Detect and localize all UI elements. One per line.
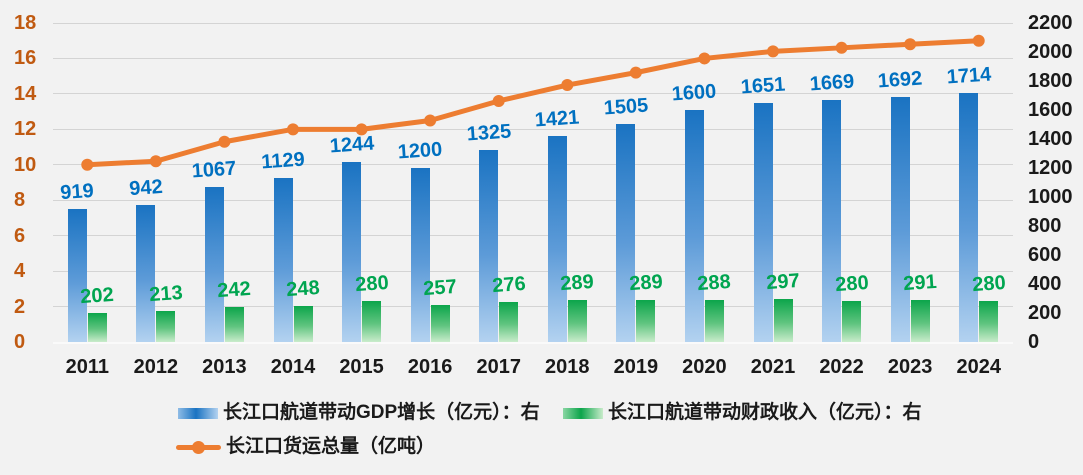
bar-gdp [753, 102, 773, 342]
bar-revenue [773, 298, 793, 342]
x-axis-label: 2020 [682, 356, 727, 378]
line-marker-icon [424, 114, 437, 127]
bar-revenue [704, 300, 724, 342]
right-axis-tick: 0 [1028, 331, 1040, 353]
bar-gdp [684, 110, 704, 342]
x-axis-label: 2013 [202, 356, 247, 378]
bar-revenue [430, 304, 450, 342]
gridline [53, 341, 1013, 344]
x-axis-label: 2023 [887, 356, 933, 378]
x-axis-label: 2015 [339, 356, 384, 378]
right-axis-tick: 200 [1028, 302, 1062, 324]
left-axis-tick: 0 [14, 331, 26, 353]
gridline [53, 22, 1013, 24]
legend-swatch-gdp [178, 407, 218, 419]
x-axis-label: 2018 [545, 356, 590, 378]
bar-revenue [87, 312, 107, 342]
bar-gdp [890, 96, 910, 342]
bar-revenue [979, 301, 999, 342]
bar-revenue [224, 306, 244, 342]
gridline [53, 199, 1013, 201]
left-axis-tick: 14 [14, 82, 37, 105]
bar-gdp [616, 123, 636, 342]
bar-revenue [910, 299, 930, 342]
right-axis-tick: 2000 [1028, 41, 1073, 63]
bar-revenue [567, 300, 587, 342]
bar-revenue [156, 311, 176, 342]
legend-label-revenue: 长江口航道带动财政收入（亿元）：右 [608, 402, 922, 423]
bar-gdp [342, 161, 362, 342]
right-axis-tick: 1800 [1028, 70, 1073, 92]
line-marker-icon [218, 135, 231, 148]
line-marker-icon [149, 155, 162, 168]
freight-trend-line [84, 38, 982, 168]
right-axis-tick: 800 [1028, 215, 1062, 237]
bar-revenue [362, 301, 382, 342]
right-axis-tick: 1400 [1028, 128, 1073, 150]
line-marker-icon [629, 66, 642, 79]
right-axis-tick: 1600 [1028, 99, 1073, 121]
line-marker-icon [835, 41, 848, 54]
gridline [53, 306, 1013, 308]
bar-gdp [410, 168, 430, 342]
line-marker-icon [561, 79, 574, 92]
x-axis-label: 2011 [65, 356, 109, 378]
left-axis-tick: 10 [14, 153, 37, 176]
bar-gdp [959, 93, 979, 342]
legend-swatch-freight-line [176, 440, 221, 454]
x-axis-label: 2017 [476, 356, 521, 378]
bar-gdp [273, 178, 293, 342]
right-axis-tick: 1200 [1028, 157, 1073, 179]
x-axis-label: 2019 [613, 356, 659, 378]
bar-gdp [547, 135, 567, 342]
line-marker-icon [492, 94, 505, 107]
gridline [53, 57, 1013, 59]
left-axis-tick: 2 [14, 295, 26, 318]
gridline [53, 93, 1013, 95]
bar-revenue [293, 306, 313, 342]
x-axis-label: 2022 [819, 356, 864, 378]
bar-revenue [499, 301, 519, 342]
x-axis-label: 2024 [956, 356, 1001, 378]
line-marker-icon [904, 38, 917, 51]
legend-item-revenue: 长江口航道带动财政收入（亿元）：右 [563, 402, 922, 424]
x-axis-label: 2021 [750, 356, 796, 378]
bar-gdp [67, 208, 87, 342]
legend-label-freight: 长江口货运总量（亿吨） [226, 436, 436, 457]
bar-gdp [136, 205, 156, 342]
legend-label-gdp: 长江口航道带动GDP增长（亿元）：右 [223, 402, 540, 423]
right-axis-tick: 2200 [1028, 12, 1073, 34]
left-axis-tick: 4 [14, 260, 26, 283]
legend-swatch-revenue [563, 407, 603, 419]
line-marker-icon [972, 34, 985, 47]
gridline [53, 235, 1013, 237]
bar-label-gdp: 1714 [945, 63, 992, 89]
line-marker-icon [767, 45, 779, 58]
legend-item-gdp: 长江口航道带动GDP增长（亿元）：右 [178, 402, 540, 424]
left-axis-tick: 16 [14, 47, 37, 70]
left-axis-tick: 6 [14, 224, 26, 247]
right-axis-tick: 600 [1028, 244, 1062, 266]
bar-gdp [204, 187, 224, 342]
x-axis-label: 2016 [407, 356, 453, 378]
right-axis-tick: 1000 [1028, 186, 1073, 208]
bar-revenue [842, 301, 862, 342]
legend-item-freight: 长江口货运总量（亿吨） [176, 436, 435, 458]
left-axis-tick: 12 [14, 118, 37, 141]
right-axis-tick: 400 [1028, 273, 1062, 295]
left-axis-tick: 18 [14, 12, 37, 34]
bar-revenue [636, 300, 656, 342]
bar-gdp [822, 99, 842, 342]
legend-line-marker-icon [192, 440, 205, 454]
bar-label-revenue: 280 [971, 272, 1007, 297]
gridline [53, 270, 1013, 272]
x-axis-label: 2012 [133, 356, 179, 378]
x-axis-label: 2014 [270, 356, 316, 378]
bar-gdp [479, 149, 499, 342]
left-axis-tick: 8 [14, 189, 26, 212]
